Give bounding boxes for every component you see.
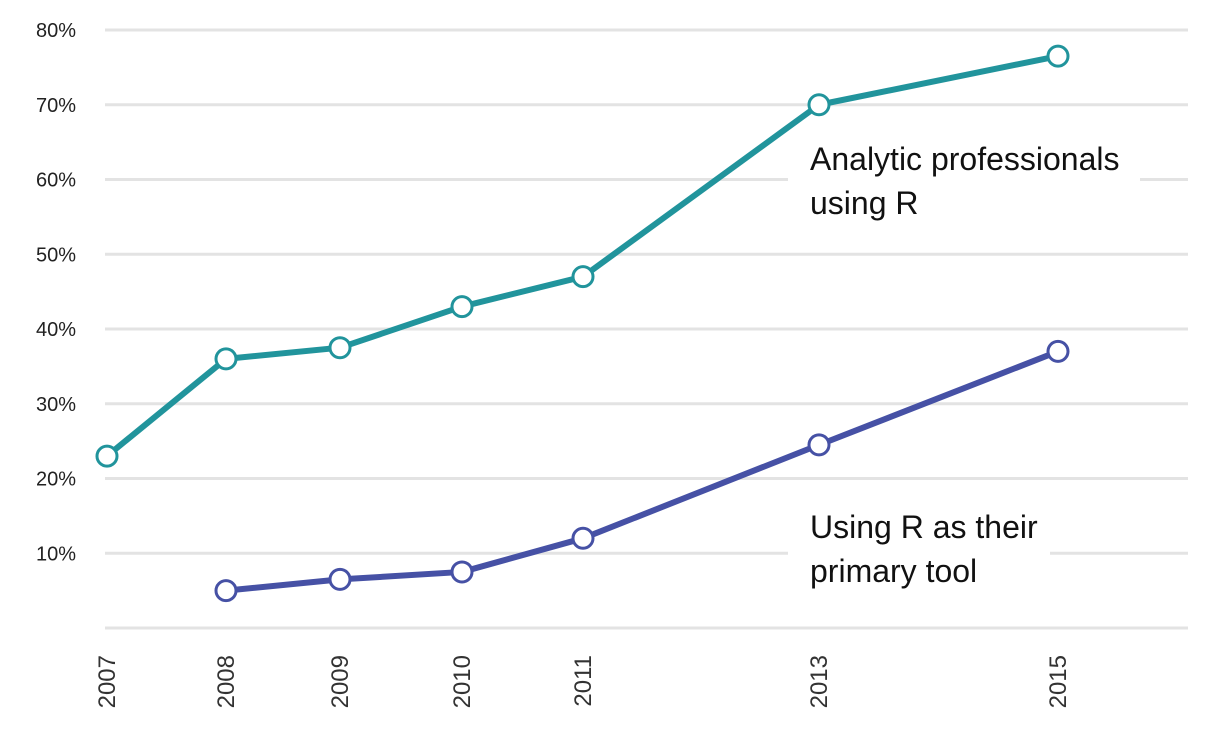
series-line <box>223 348 1061 594</box>
y-tick-label: 50% <box>36 244 76 266</box>
x-tick-label: 2015 <box>1045 655 1072 708</box>
x-axis-ticks: 2007 2008 2009 2010 2011 2013 2015 <box>94 655 1072 708</box>
series-label-1: Analytic professionals using R <box>788 134 1140 226</box>
data-point <box>807 93 831 117</box>
series <box>95 44 1070 603</box>
x-tick-label: 2011 <box>570 655 597 707</box>
x-tick-label: 2009 <box>327 655 354 708</box>
series-label-2: Using R as their primary tool <box>788 502 1050 594</box>
series-2 <box>214 339 1070 603</box>
data-point <box>450 560 474 584</box>
x-tick-label: 2013 <box>806 655 833 708</box>
y-tick-label: 40% <box>36 319 76 341</box>
series-line <box>104 53 1061 460</box>
series-label-line: primary tool <box>810 553 977 589</box>
y-tick-label: 20% <box>36 469 76 491</box>
label-background <box>788 502 1050 594</box>
y-tick-label: 80% <box>36 20 76 42</box>
data-point <box>571 526 595 550</box>
data-point <box>571 265 595 289</box>
x-tick-label: 2007 <box>94 655 121 708</box>
series-label-line: Analytic professionals <box>810 141 1119 177</box>
data-point <box>214 347 238 371</box>
data-point <box>807 433 831 457</box>
x-tick-label: 2008 <box>213 655 240 708</box>
y-tick-label: 70% <box>36 95 76 117</box>
series-label-line: using R <box>810 185 919 221</box>
y-tick-label: 60% <box>36 170 76 192</box>
data-point <box>1046 44 1070 68</box>
x-tick-label: 2010 <box>449 655 476 708</box>
grid-lines <box>105 28 1188 630</box>
y-tick-label: 10% <box>36 543 76 565</box>
series-1 <box>95 44 1070 468</box>
data-point <box>1046 339 1070 363</box>
y-tick-label: 30% <box>36 394 76 416</box>
series-label-line: Using R as their <box>810 509 1038 545</box>
data-point <box>450 295 474 319</box>
data-point <box>328 336 352 360</box>
data-point <box>95 444 119 468</box>
y-axis-ticks: 10% 20% 30% 40% 50% 60% 70% 80% <box>36 20 76 565</box>
data-point <box>328 567 352 591</box>
series-labels: Analytic professionals using R Using R as … <box>788 134 1140 594</box>
label-background <box>788 134 1140 226</box>
data-point <box>214 579 238 603</box>
